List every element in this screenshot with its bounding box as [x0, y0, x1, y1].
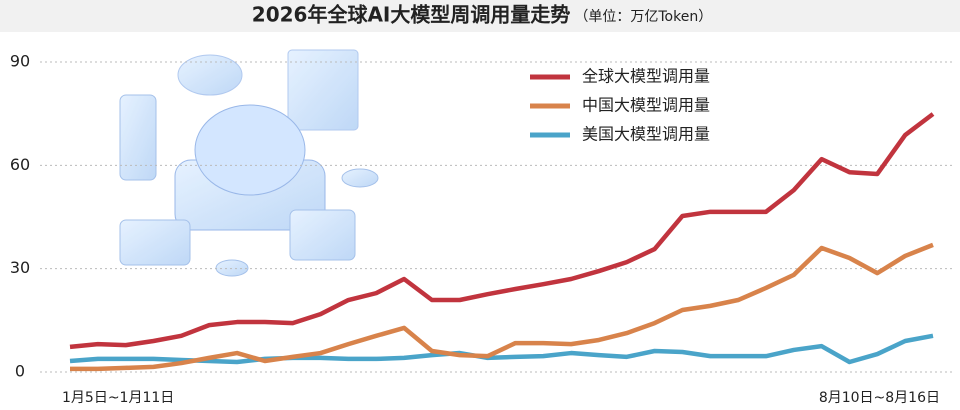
y-tick-label: 60: [10, 155, 30, 174]
series-line: [69, 112, 935, 350]
series-line: [70, 242, 934, 372]
title-bar: [0, 0, 960, 32]
illustration: [119, 49, 379, 277]
y-tick-label: 90: [10, 52, 30, 71]
series-line: [69, 333, 934, 365]
y-tick-label: 30: [10, 258, 30, 277]
x-tick-label: 8月10日~8月16日: [819, 390, 940, 406]
legend-label: 全球大模型调用量: [582, 67, 710, 86]
y-tick-label: 0: [15, 362, 25, 381]
legend-label: 中国大模型调用量: [582, 96, 710, 115]
chart-title: 2026年全球AI大模型周调用量走势: [252, 3, 571, 27]
chart-subtitle: （单位：万亿Token）: [574, 9, 712, 25]
x-tick-label: 1月5日~1月11日: [62, 390, 174, 406]
legend-label: 美国大模型调用量: [582, 125, 710, 144]
